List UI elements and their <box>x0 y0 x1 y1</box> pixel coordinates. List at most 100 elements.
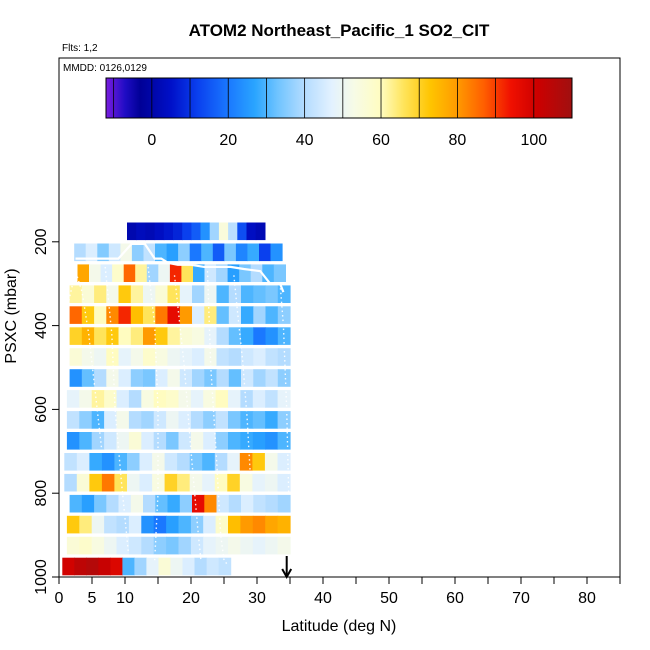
heatmap-cell <box>202 453 216 471</box>
heatmap-cell <box>239 453 253 471</box>
heatmap-cell <box>262 264 275 282</box>
heatmap-cell <box>155 243 168 262</box>
x-tick-label: 80 <box>578 590 596 607</box>
heatmap-cell <box>94 327 107 345</box>
heatmap-cell <box>128 515 142 534</box>
heatmap-cell <box>204 494 218 513</box>
flight-track-dotted <box>173 275 202 561</box>
heatmap-cell <box>192 494 205 513</box>
heatmap-cell <box>189 453 203 471</box>
heatmap-cell <box>241 494 254 513</box>
heatmap-cell <box>69 494 83 513</box>
heatmap-cell <box>155 348 169 366</box>
heatmap-row <box>127 222 266 241</box>
heatmap-cell <box>215 390 229 408</box>
heatmap-row <box>66 515 291 534</box>
heatmap-cell <box>206 557 220 576</box>
heatmap-cell <box>178 432 192 450</box>
heatmap-cell <box>122 557 135 576</box>
heatmap-cell <box>94 348 107 366</box>
heatmap-cell <box>204 285 218 303</box>
heatmap-cell <box>181 264 194 282</box>
heatmap-cell <box>193 264 206 282</box>
heatmap-cell <box>143 327 156 345</box>
heatmap-cell <box>123 264 136 282</box>
heatmap-cell <box>241 285 254 303</box>
heatmap-cell <box>173 222 183 241</box>
heatmap-cell <box>216 327 230 345</box>
heatmap-cell <box>135 264 148 282</box>
heatmap-cell <box>189 243 202 262</box>
y-tick-label: 800 <box>33 480 50 507</box>
x-tick-label: 30 <box>248 590 266 607</box>
heatmap-cell <box>69 285 83 303</box>
heatmap-cell <box>143 285 156 303</box>
heatmap-cell <box>108 243 121 262</box>
heatmap-cell <box>128 390 142 408</box>
heatmap-cell <box>158 264 171 282</box>
heatmap-cell <box>182 557 196 576</box>
heatmap-cell <box>166 411 180 429</box>
heatmap-cell <box>250 264 263 282</box>
heatmap-cell <box>153 411 167 429</box>
heatmap-cell <box>218 557 232 576</box>
heatmap-cell <box>153 515 167 534</box>
heatmap-cell <box>139 453 153 471</box>
y-tick-label: 200 <box>33 228 50 255</box>
heatmap-cell <box>69 327 83 345</box>
heatmap-cell <box>128 536 142 555</box>
heatmap-cell <box>216 369 230 387</box>
heatmap-cell <box>179 369 193 387</box>
plot-frame <box>58 57 621 578</box>
heatmap-row <box>69 348 291 366</box>
heatmap-cell <box>215 432 229 450</box>
heatmap-cell <box>169 264 182 282</box>
heatmap-cell <box>253 306 267 324</box>
heatmap-cell <box>216 306 230 324</box>
heatmap-cell <box>153 432 167 450</box>
heatmap-cell <box>228 222 238 241</box>
heatmap-cell <box>277 390 291 408</box>
heatmap-cell <box>178 243 191 262</box>
heatmap-cell <box>153 536 167 555</box>
heatmap-cell <box>265 494 279 513</box>
flights-label: Flts: 1,2 <box>62 43 98 54</box>
heatmap-cell <box>91 515 105 534</box>
heatmap-cell <box>64 453 78 471</box>
x-tick-label: 50 <box>380 590 398 607</box>
heatmap-cell <box>64 473 78 492</box>
heatmap-cell <box>277 306 291 324</box>
heatmap-cell <box>74 557 87 576</box>
heatmap-cell <box>79 515 93 534</box>
heatmap-cell <box>89 264 102 282</box>
heatmap-cell <box>85 243 98 262</box>
heatmap-cell <box>155 306 169 324</box>
heatmap-cell <box>212 243 225 262</box>
heatmap-cell <box>252 473 266 492</box>
colorbar-tick-label: 80 <box>449 132 467 149</box>
heatmap-cell <box>167 369 181 387</box>
heatmap-cell <box>81 327 95 345</box>
heatmap-cell <box>166 515 180 534</box>
x-tick-label: 5 <box>88 590 97 607</box>
heatmap-cell <box>98 557 111 576</box>
heatmap-cell <box>167 494 181 513</box>
heatmap-cell <box>264 473 278 492</box>
heatmap-cell <box>252 453 266 471</box>
heatmap-cell <box>252 515 266 534</box>
flight-track-dotted <box>233 275 252 477</box>
heatmap-cell <box>177 473 191 492</box>
heatmap-cell <box>190 515 204 534</box>
heatmap-cell <box>179 494 193 513</box>
flight-track-line <box>75 242 285 293</box>
heatmap-cell <box>270 243 283 262</box>
heatmap-cell <box>69 306 83 324</box>
heatmap-cell <box>66 390 80 408</box>
heatmap-cell <box>259 243 272 262</box>
heatmap-cell <box>241 306 254 324</box>
heatmap-cell <box>91 390 105 408</box>
heatmap-cell <box>235 243 249 262</box>
heatmap-cell <box>118 285 132 303</box>
heatmap-cell <box>178 411 192 429</box>
heatmap-cell <box>192 285 205 303</box>
